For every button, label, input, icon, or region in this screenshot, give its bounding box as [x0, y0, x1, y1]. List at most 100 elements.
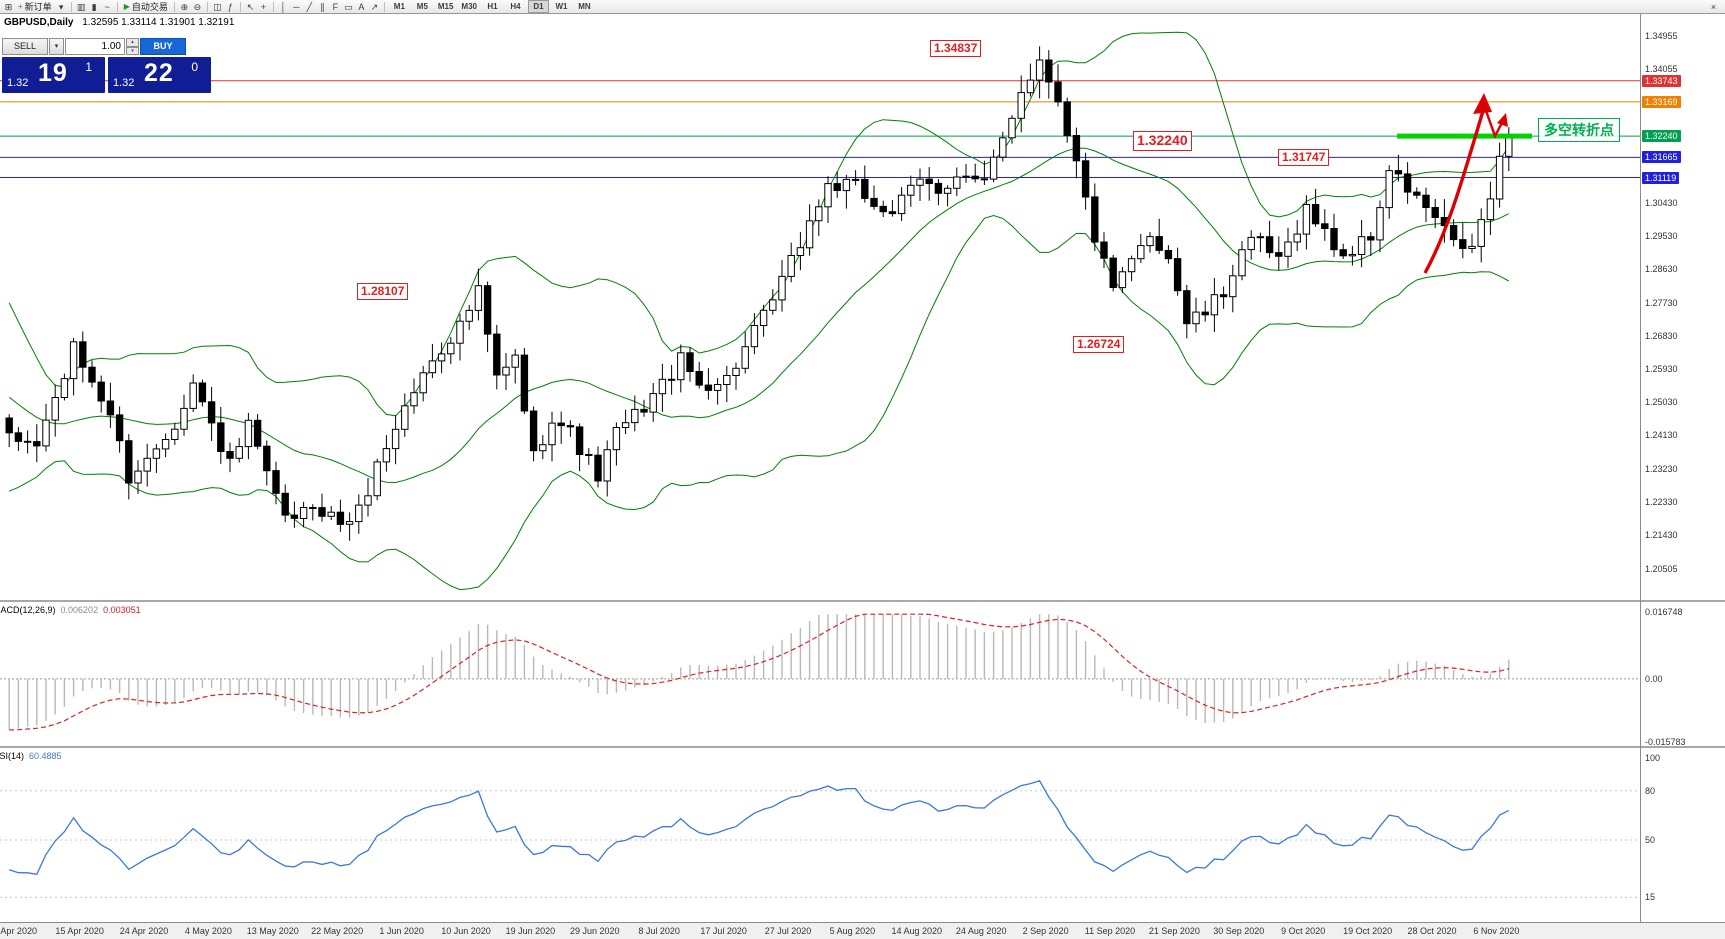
price-callout[interactable]: 1.32240	[1133, 131, 1192, 151]
timeframe-w1-button[interactable]: W1	[555, 2, 568, 11]
indicators-icon[interactable]: ƒ	[227, 1, 233, 12]
volume-down-icon[interactable]: ▾	[126, 46, 139, 55]
date-axis-label: 1 Jun 2020	[379, 926, 424, 936]
autotrading-button[interactable]: ▶ 自动交易	[121, 1, 171, 13]
date-axis-label: 4 May 2020	[184, 926, 232, 936]
date-axis-label: 11 Sep 2020	[1084, 926, 1136, 936]
autotrading-button-label: 自动交易	[131, 2, 168, 12]
text-label-icon[interactable]: A	[358, 1, 365, 12]
price-callout[interactable]: 1.34837	[930, 40, 982, 57]
fibonacci-icon[interactable]: F	[332, 1, 339, 12]
timeframe-m30-button[interactable]: M30	[461, 2, 477, 11]
candlestick-chart-icon[interactable]: ▮	[91, 1, 97, 12]
crosshair-icon[interactable]: +	[260, 1, 266, 12]
timeframe-m15-button[interactable]: M15	[437, 2, 454, 11]
buy-price-sup: 0	[191, 60, 198, 74]
sell-price-sup: 1	[85, 60, 92, 74]
trendline-icon[interactable]: ╱	[306, 1, 313, 12]
arrow-tool-icon[interactable]: ↗	[370, 1, 379, 12]
volume-stepper[interactable]: ▴ ▾	[126, 38, 139, 55]
order-prices-row: 1.32 19 1 1.32 22 0	[2, 57, 214, 93]
rsi-label: RSI(14) 60.4885	[0, 751, 62, 761]
vertical-line-icon[interactable]: │	[280, 1, 287, 12]
macd-indicator-chart	[0, 613, 1640, 731]
new-order-button-label: 新订单	[24, 2, 52, 12]
chart-ohlc-values: 1.32595 1.33114 1.31901 1.32191	[82, 17, 235, 28]
timeframe-h1-button[interactable]: H1	[487, 2, 498, 11]
sell-button[interactable]: SELL	[2, 38, 48, 55]
date-axis-label: 13 May 2020	[246, 926, 299, 936]
rsi-axis-label: 100	[1645, 753, 1661, 763]
price-line-label: 1.33169	[1642, 96, 1681, 108]
timeframe-mn-button[interactable]: MN	[578, 2, 591, 11]
date-axis-label: 14 Aug 2020	[891, 926, 943, 936]
date-axis-label: 6 Nov 2020	[1473, 926, 1520, 936]
date-axis-label: 8 Apr 2020	[0, 926, 37, 936]
price-line-label: 1.32240	[1642, 130, 1681, 142]
date-axis-label: 2 Sep 2020	[1022, 926, 1069, 936]
volume-up-icon[interactable]: ▴	[126, 38, 139, 47]
shapes-icon[interactable]: ▭	[344, 1, 353, 12]
line-chart-icon[interactable]: ~	[104, 1, 110, 12]
rsi-axis-label: 15	[1645, 892, 1656, 902]
price-callout[interactable]: 1.28107	[357, 283, 409, 300]
price-line-label: 1.31665	[1642, 151, 1681, 163]
sell-price-small: 1.32	[7, 77, 29, 89]
price-axis-label: 1.23230	[1645, 464, 1678, 474]
date-axis-label: 21 Sep 2020	[1148, 926, 1200, 936]
rsi-panel-separator[interactable]	[0, 746, 1725, 748]
price-callout[interactable]: 1.26724	[1073, 336, 1125, 353]
order-controls-row: SELL ▾ 1.00 ▴ ▾ BUY	[2, 38, 214, 55]
date-axis-label: 19 Jun 2020	[505, 926, 556, 936]
toolbar-separator	[173, 1, 175, 12]
volume-input[interactable]: 1.00	[65, 38, 125, 55]
price-callout[interactable]: 1.31747	[1278, 149, 1330, 166]
bar-chart-icon[interactable]: ▥	[76, 1, 86, 12]
price-axis-label: 1.28630	[1645, 264, 1678, 274]
buy-price-big: 22	[144, 59, 174, 87]
date-axis-label: 15 Apr 2020	[55, 926, 104, 936]
buy-button[interactable]: BUY	[140, 38, 186, 55]
price-axis-label: 1.22330	[1645, 497, 1678, 507]
charts-window-icon[interactable]: ⊞	[4, 1, 13, 12]
macd-axis-label: 0.016748	[1645, 607, 1683, 617]
date-axis-label: 5 Aug 2020	[829, 926, 876, 936]
price-axis-label: 1.24130	[1645, 430, 1678, 440]
toolbar-separator	[206, 1, 208, 12]
zoom-in-icon[interactable]: ⊕	[180, 1, 189, 12]
toolbar-separator	[116, 1, 118, 12]
equidistant-channel-icon[interactable]: ∥	[320, 1, 325, 12]
price-axis-label: 1.26830	[1645, 331, 1678, 341]
price-axis-label: 1.25030	[1645, 397, 1678, 407]
price-axis-separator	[1640, 14, 1641, 922]
timeframe-m1-button[interactable]: M1	[393, 2, 405, 11]
horizontal-line-icon[interactable]: ─	[293, 1, 300, 12]
chart-symbol-period: GBPUSD,Daily	[4, 17, 74, 28]
candlestick-chart	[0, 31, 1640, 591]
bull-bear-turning-point-annotation[interactable]: 多空转折点	[1538, 118, 1620, 142]
date-axis: 8 Apr 2020 15 Apr 2020 24 Apr 2020 4 May 20…	[0, 922, 1725, 939]
macd-label: MACD(12,26,9) 0.006202 0.003051	[0, 605, 141, 615]
sell-price-box[interactable]: 1.32 19 1	[2, 57, 105, 93]
order-type-dropdown[interactable]: ▾	[49, 38, 64, 55]
timeframe-h4-button[interactable]: H4	[510, 2, 521, 11]
cursor-icon[interactable]: ↖	[246, 1, 255, 12]
rsi-indicator-chart	[0, 780, 1640, 898]
rsi-axis-label: 80	[1645, 786, 1656, 796]
macd-main-value: 0.006202	[60, 605, 99, 615]
profiles-dropdown-icon[interactable]: ▾	[58, 1, 64, 12]
timeframe-m5-button[interactable]: M5	[416, 2, 428, 11]
toolbar-separator	[383, 1, 385, 12]
buy-price-box[interactable]: 1.32 22 0	[108, 57, 211, 93]
autotrading-button-icon: ▶	[123, 1, 130, 11]
price-axis-label: 1.27730	[1645, 298, 1678, 308]
close-icon[interactable]: ×	[1710, 1, 1717, 12]
macd-panel-separator[interactable]	[0, 600, 1725, 602]
new-order-button[interactable]: + 新订单	[15, 1, 55, 13]
macd-name: MACD(12,26,9)	[0, 605, 56, 615]
timeframe-d1-button[interactable]: D1	[527, 0, 549, 13]
tile-windows-icon[interactable]: ◫	[213, 1, 222, 12]
price-axis-label: 1.21430	[1645, 530, 1678, 540]
toolbar: ⊞ + 新订单 ▾ ▥ ▮ ~ ▶ 自动交易 ⊕ ⊖ ◫ ƒ ↖ + │ ─ ╱ ∥ F ▭ A ↗ M1 M5 M15 M30 H1…	[0, 0, 1725, 14]
zoom-out-icon[interactable]: ⊖	[193, 1, 202, 12]
